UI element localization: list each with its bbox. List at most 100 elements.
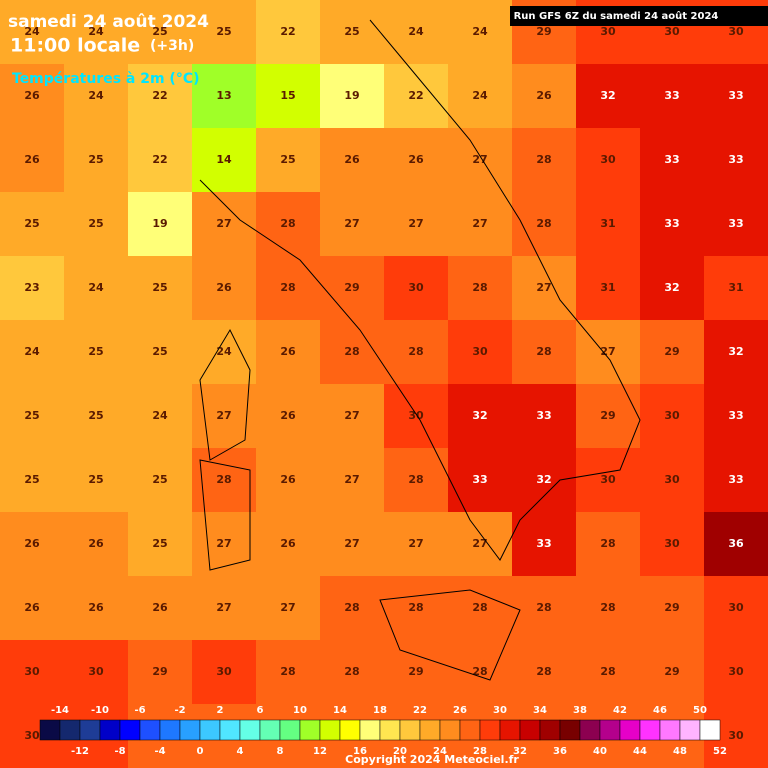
temperature-cell: [512, 512, 577, 577]
copyright: Copyright 2024 Meteociel.fr: [345, 753, 519, 766]
temperature-cell: [128, 256, 193, 321]
temperature-cell: [512, 256, 577, 321]
legend-label: -12: [71, 746, 89, 757]
temperature-value: 26: [280, 345, 296, 358]
legend-label: 50: [693, 705, 707, 716]
temperature-value: 22: [152, 89, 167, 102]
temperature-value: 26: [24, 601, 40, 614]
temperature-value: 27: [216, 409, 231, 422]
temperature-value: 33: [536, 537, 551, 550]
temperature-value: 30: [728, 665, 744, 678]
temperature-cell: [640, 640, 705, 705]
temperature-value: 28: [536, 153, 551, 166]
temperature-cell: [640, 192, 705, 257]
temperature-value: 28: [344, 601, 359, 614]
legend-label: 38: [573, 705, 587, 716]
temperature-value: 25: [88, 409, 103, 422]
legend-swatch: [319, 719, 341, 741]
legend-swatch: [199, 719, 221, 741]
islands: [199, 328, 521, 681]
temperature-value: 30: [24, 729, 40, 742]
temperature-cell: [640, 128, 705, 193]
temperature-cell: [256, 576, 321, 641]
legend-swatch: [539, 719, 561, 741]
temperature-cell: [256, 256, 321, 321]
legend-swatch: [119, 719, 141, 741]
temperature-cell: [128, 576, 193, 641]
legend-label: 30: [493, 705, 507, 716]
legend-swatch: [419, 719, 441, 741]
temperature-cell: [576, 320, 641, 385]
temperature-value: 26: [24, 89, 40, 102]
temperature-value: 31: [728, 281, 743, 294]
temperature-value: 24: [88, 25, 104, 38]
temperature-cell: [320, 192, 385, 257]
temperature-cell: [64, 64, 129, 129]
temperature-cell: [576, 384, 641, 449]
time: 11:00 locale: [10, 35, 140, 57]
legend-swatch: [459, 719, 481, 741]
temperature-value: 27: [344, 409, 359, 422]
legend-swatch: [699, 719, 721, 741]
legend-swatch: [599, 719, 621, 741]
temperature-cell: [384, 256, 449, 321]
legend-label: 18: [373, 705, 387, 716]
temperature-cell: [256, 384, 321, 449]
temperature-cell: [704, 384, 768, 449]
temperature-cell: [448, 512, 513, 577]
temperature-cell: [0, 320, 65, 385]
temperature-value: 25: [152, 537, 167, 550]
temperature-cell: [448, 576, 513, 641]
temperature-value: 26: [88, 537, 104, 550]
temperature-cell: [512, 320, 577, 385]
temperature-value: 30: [728, 601, 744, 614]
temperature-cell: [320, 320, 385, 385]
temperature-value: 27: [216, 537, 231, 550]
temperature-cell: [576, 448, 641, 513]
temperature-cell: [576, 576, 641, 641]
legend-swatch: [59, 719, 81, 741]
temperature-cell: [0, 384, 65, 449]
temperature-cell: [128, 128, 193, 193]
temperature-value: 27: [472, 217, 487, 230]
temperature-cell: [128, 448, 193, 513]
temperature-value: 33: [664, 89, 679, 102]
temperature-cell: [320, 512, 385, 577]
legend-swatch: [219, 719, 241, 741]
legend-swatch: [619, 719, 641, 741]
temperature-value: 25: [152, 25, 167, 38]
temperature-cell: [64, 256, 129, 321]
temperature-value: 24: [152, 409, 168, 422]
temperature-cell: [384, 512, 449, 577]
temperature-value: 30: [408, 281, 424, 294]
temperature-cell: [320, 0, 385, 65]
temperature-cell: [320, 256, 385, 321]
temperature-cell: [64, 192, 129, 257]
temperature-cell: [0, 448, 65, 513]
temperature-value: 23: [24, 281, 39, 294]
temperature-value: 33: [728, 409, 743, 422]
temperature-cell: [256, 448, 321, 513]
temperature-cell: [448, 384, 513, 449]
temperature-cell: [640, 384, 705, 449]
temperature-cell: [384, 192, 449, 257]
legend-label: 24: [433, 746, 447, 757]
temperature-cell: [192, 320, 257, 385]
temperature-value: 30: [728, 25, 744, 38]
temperature-value: 24: [472, 89, 488, 102]
temperature-cell: [512, 192, 577, 257]
temperature-cell: [256, 320, 321, 385]
temperature-cell: [64, 320, 129, 385]
temperature-cell: [640, 448, 705, 513]
temperature-value: 30: [664, 473, 680, 486]
temperature-value: 27: [600, 345, 615, 358]
temperature-value: 33: [728, 89, 743, 102]
temperature-value: 30: [600, 153, 616, 166]
temperature-value: 33: [664, 153, 679, 166]
temperature-value: 27: [408, 217, 423, 230]
legend-swatch: [639, 719, 661, 741]
temperature-cell: [128, 640, 193, 705]
temperature-cell: [448, 320, 513, 385]
